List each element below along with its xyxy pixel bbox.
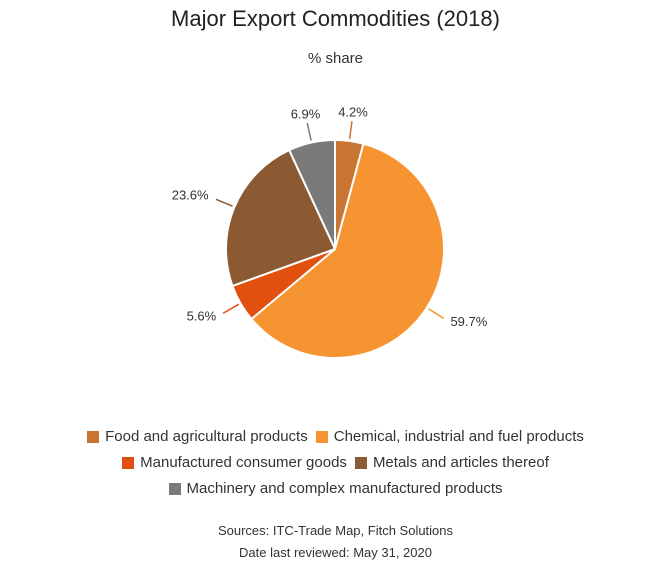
data-label-chemical: 59.7% <box>450 314 487 329</box>
legend-row-2: Manufactured consumer goods Metals and a… <box>0 454 671 471</box>
leader-line-metals <box>215 198 233 207</box>
data-label-machinery: 6.9% <box>291 107 321 122</box>
data-label-consumer: 5.6% <box>187 309 217 324</box>
legend-label-metals: Metals and articles thereof <box>372 454 549 471</box>
chart-title: Major Export Commodities (2018) <box>171 6 500 31</box>
legend-label-consumer: Manufactured consumer goods <box>140 454 347 471</box>
legend-label-food: Food and agricultural products <box>105 428 308 445</box>
legend-swatch-metals <box>354 456 367 469</box>
pie-chart: 4.2% 59.7% 5.6% 23.6% 6.9% <box>172 105 488 359</box>
leader-line-machinery <box>306 122 312 141</box>
leader-line-chemical <box>428 308 445 320</box>
legend-swatch-chemical <box>315 430 328 443</box>
review-date: Date last reviewed: May 31, 2020 <box>239 545 432 560</box>
legend-item-consumer: Manufactured consumer goods <box>122 454 347 471</box>
legend-label-machinery: Machinery and complex manufactured produ… <box>186 480 503 497</box>
pie-slice-metals <box>225 148 337 288</box>
data-label-metals: 23.6% <box>172 188 209 203</box>
legend-row-1: Food and agricultural products Chemical,… <box>0 428 671 445</box>
leader-line-consumer <box>222 303 240 314</box>
legend-item-chemical: Chemical, industrial and fuel products <box>315 428 584 445</box>
legend-item-food: Food and agricultural products <box>87 428 308 445</box>
data-label-food: 4.2% <box>338 105 368 120</box>
leader-line-food <box>348 121 353 140</box>
legend-swatch-consumer <box>122 456 135 469</box>
source-note: Sources: ITC-Trade Map, Fitch Solutions <box>217 523 454 538</box>
legend-swatch-food <box>87 430 100 443</box>
chart-subtitle: % share <box>307 50 364 67</box>
legend-swatch-machinery <box>168 482 181 495</box>
legend-item-machinery: Machinery and complex manufactured produ… <box>168 480 503 497</box>
legend-item-metals: Metals and articles thereof <box>354 454 549 471</box>
legend-label-chemical: Chemical, industrial and fuel products <box>333 428 584 445</box>
pie-slice-machinery <box>287 138 336 250</box>
pie-slice-chemical <box>250 142 445 359</box>
legend-row-3: Machinery and complex manufactured produ… <box>0 480 671 497</box>
